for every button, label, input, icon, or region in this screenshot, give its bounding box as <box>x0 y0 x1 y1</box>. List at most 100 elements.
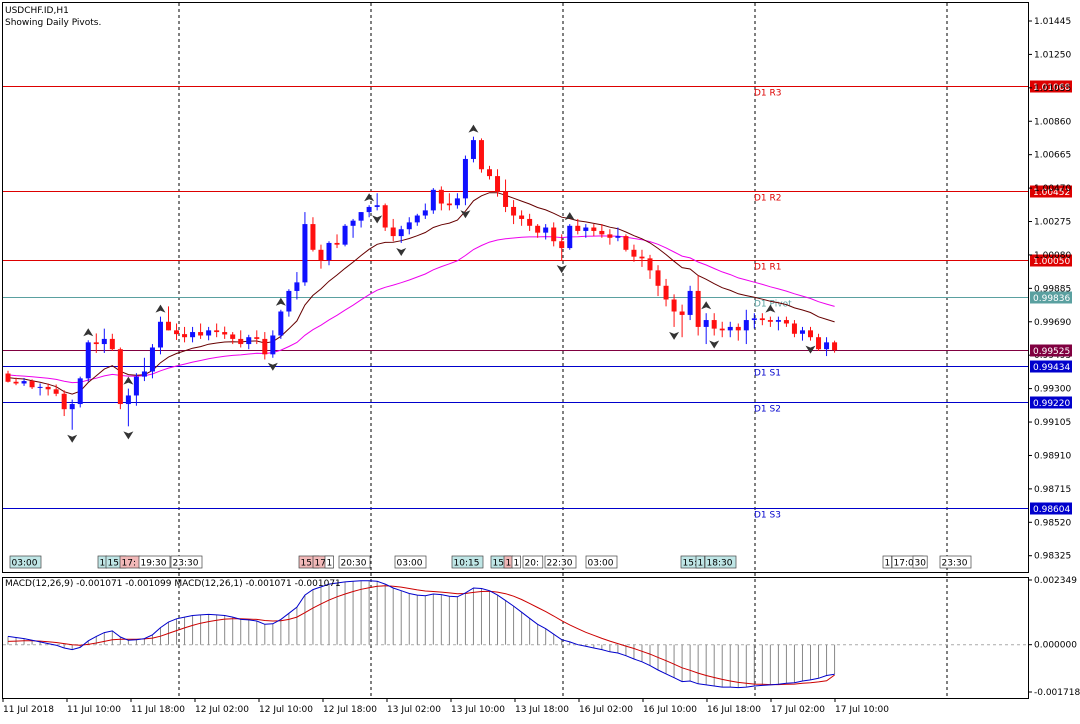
bear-candle-body[interactable] <box>318 249 324 261</box>
bear-candle-body[interactable] <box>655 270 661 286</box>
bear-candle-body[interactable] <box>93 342 99 345</box>
bull-candle-body[interactable] <box>326 242 332 261</box>
bull-candle-body[interactable] <box>374 205 380 207</box>
bear-candle-body[interactable] <box>631 249 637 257</box>
bull-candle-body[interactable] <box>157 321 163 348</box>
bear-candle-body[interactable] <box>238 338 244 345</box>
bull-candle-body[interactable] <box>246 337 252 345</box>
bear-candle-body[interactable] <box>13 381 19 384</box>
bull-candle-body[interactable] <box>470 140 476 159</box>
bear-candle-body[interactable] <box>61 393 67 410</box>
bear-candle-body[interactable] <box>695 290 701 327</box>
bull-candle-body[interactable] <box>286 290 292 312</box>
bull-candle-body[interactable] <box>342 225 348 245</box>
bear-candle-body[interactable] <box>671 299 677 312</box>
bear-candle-body[interactable] <box>719 328 725 331</box>
bull-candle-body[interactable] <box>422 210 428 216</box>
price-axis[interactable]: 1.01068 1.00452 1.00050 0.99836 0.99434 0.992… <box>1028 17 1080 698</box>
bear-candle-body[interactable] <box>53 389 59 394</box>
candles-layer[interactable] <box>5 136 838 430</box>
bull-candle-body[interactable] <box>141 371 147 377</box>
bull-candle-body[interactable] <box>583 227 589 231</box>
bull-candle-body[interactable] <box>398 229 404 237</box>
bull-candle-body[interactable] <box>824 342 830 350</box>
bear-candle-body[interactable] <box>503 191 509 207</box>
bear-candle-body[interactable] <box>446 203 452 206</box>
bear-candle-body[interactable] <box>198 332 204 336</box>
bear-candle-body[interactable] <box>527 218 533 226</box>
bear-candle-body[interactable] <box>519 215 525 219</box>
bear-candle-body[interactable] <box>222 332 228 335</box>
bear-candle-body[interactable] <box>575 225 581 231</box>
bull-candle-body[interactable] <box>430 189 436 211</box>
time-axis[interactable]: 11 Jul 2018 11 Jul 10:00 11 Jul 18:00 12 Ju… <box>2 698 889 715</box>
bear-candle-body[interactable] <box>663 285 669 300</box>
bear-candle-body[interactable] <box>382 205 388 228</box>
bear-candle-body[interactable] <box>783 320 789 324</box>
bull-candle-body[interactable] <box>462 158 468 199</box>
bear-candle-body[interactable] <box>5 373 11 382</box>
bear-candle-body[interactable] <box>759 318 765 321</box>
bear-candle-body[interactable] <box>816 337 822 350</box>
bear-candle-body[interactable] <box>166 321 171 331</box>
bull-candle-body[interactable] <box>727 326 733 331</box>
bear-candle-body[interactable] <box>591 227 597 231</box>
bear-candle-body[interactable] <box>791 323 797 334</box>
bear-candle-body[interactable] <box>334 242 340 245</box>
bear-candle-body[interactable] <box>495 176 501 192</box>
bull-candle-body[interactable] <box>358 212 364 221</box>
bear-candle-body[interactable] <box>639 256 645 259</box>
bull-candle-body[interactable] <box>77 378 83 405</box>
bull-candle-body[interactable] <box>703 320 709 327</box>
bear-candle-body[interactable] <box>117 349 123 405</box>
bull-candle-body[interactable] <box>37 386 43 388</box>
bear-candle-body[interactable] <box>767 320 773 322</box>
bull-candle-body[interactable] <box>270 335 276 355</box>
bear-candle-body[interactable] <box>438 189 444 204</box>
bear-candle-body[interactable] <box>711 320 717 329</box>
bear-candle-body[interactable] <box>623 236 629 250</box>
bear-candle-body[interactable] <box>735 326 741 331</box>
bear-candle-body[interactable] <box>599 230 605 235</box>
bear-candle-body[interactable] <box>511 206 517 216</box>
bull-candle-body[interactable] <box>615 236 621 238</box>
bear-candle-body[interactable] <box>29 381 35 388</box>
bull-candle-body[interactable] <box>687 290 693 315</box>
bear-candle-body[interactable] <box>174 330 180 335</box>
bear-candle-body[interactable] <box>607 234 613 238</box>
bear-candle-body[interactable] <box>214 330 220 333</box>
bear-candle-body[interactable] <box>559 241 565 249</box>
bull-candle-body[interactable] <box>743 320 749 331</box>
bull-candle-body[interactable] <box>125 395 131 405</box>
bull-candle-body[interactable] <box>101 338 107 345</box>
bull-candle-body[interactable] <box>454 198 460 206</box>
bear-candle-body[interactable] <box>487 169 492 177</box>
bull-candle-body[interactable] <box>278 311 284 336</box>
bear-candle-body[interactable] <box>390 227 396 237</box>
bull-candle-body[interactable] <box>294 282 300 291</box>
bull-candle-body[interactable] <box>133 376 139 396</box>
bear-candle-body[interactable] <box>808 330 813 338</box>
bull-candle-body[interactable] <box>406 222 412 230</box>
bull-candle-body[interactable] <box>414 215 420 223</box>
bear-candle-body[interactable] <box>832 342 838 351</box>
bear-candle-body[interactable] <box>230 334 236 339</box>
bull-candle-body[interactable] <box>21 381 27 384</box>
bear-candle-body[interactable] <box>182 334 188 338</box>
bear-candle-body[interactable] <box>478 140 484 170</box>
bull-candle-body[interactable] <box>190 332 196 338</box>
bull-candle-body[interactable] <box>567 225 573 249</box>
bull-candle-body[interactable] <box>366 206 372 213</box>
bear-candle-body[interactable] <box>254 337 260 339</box>
bull-candle-body[interactable] <box>206 330 212 336</box>
bull-candle-body[interactable] <box>775 320 781 322</box>
bear-candle-body[interactable] <box>535 225 541 233</box>
bear-candle-body[interactable] <box>45 386 51 390</box>
bear-candle-body[interactable] <box>551 227 557 242</box>
bull-candle-body[interactable] <box>85 342 91 379</box>
bear-candle-body[interactable] <box>647 258 653 271</box>
bull-candle-body[interactable] <box>149 347 155 372</box>
bull-candle-body[interactable] <box>350 220 356 226</box>
bull-candle-body[interactable] <box>543 227 549 233</box>
